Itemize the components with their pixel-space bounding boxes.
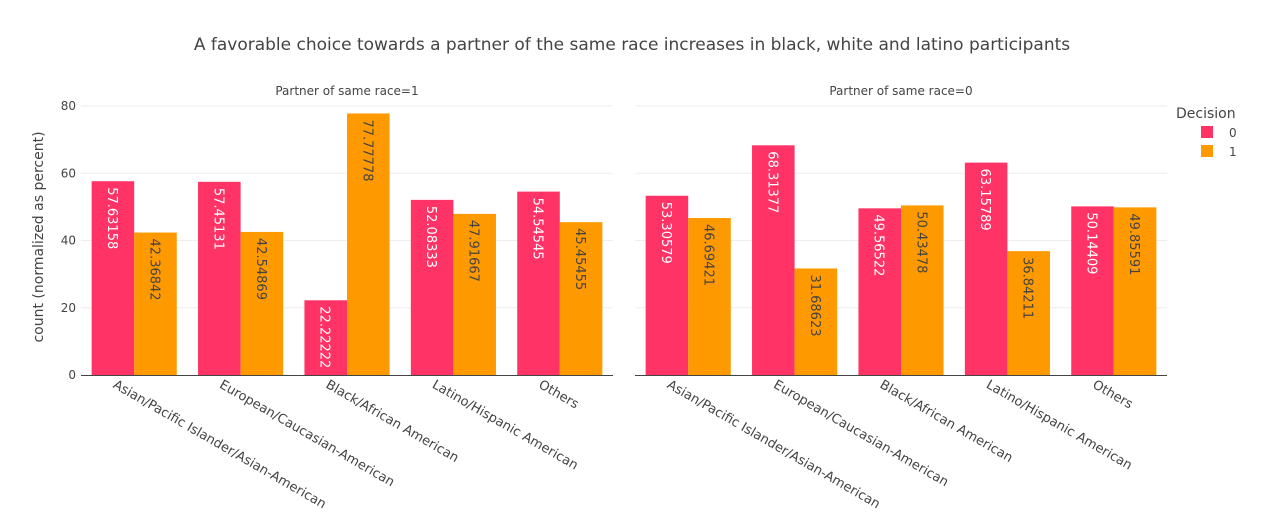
panel-subtitle: Partner of same race=0: [829, 84, 972, 98]
legend-label-1: 1: [1229, 145, 1237, 159]
bar: [1071, 206, 1114, 375]
data-label: 53.30579: [658, 202, 673, 264]
bar: [304, 300, 347, 375]
data-label: 36.84211: [1020, 257, 1035, 319]
y-tick-label: 20: [61, 301, 76, 315]
y-tick-label: 0: [68, 368, 76, 382]
data-label: 49.85591: [1126, 213, 1141, 275]
data-label: 68.31377: [764, 151, 779, 213]
bar: [453, 213, 496, 375]
data-label: 54.54545: [530, 198, 545, 260]
data-label: 42.36842: [146, 239, 161, 301]
bar: [347, 113, 390, 375]
x-tick-label: Others: [1090, 377, 1136, 412]
legend-title: Decision: [1176, 106, 1236, 122]
data-label: 31.68623: [807, 274, 822, 336]
y-tick-label: 60: [61, 166, 76, 180]
data-label: 22.22222: [317, 306, 332, 368]
data-label: 50.43478: [913, 211, 928, 273]
data-label: 77.77778: [359, 119, 374, 181]
x-tick-label: Others: [536, 377, 582, 412]
y-tick-label: 40: [61, 234, 76, 248]
data-labels-layer: 57.63158 57.45131 22.22222 52.08333 54.54545…: [104, 119, 1141, 368]
y-axis-label: count (normalized as percent): [31, 131, 47, 342]
bar: [559, 222, 603, 375]
data-label: 63.15789: [977, 169, 992, 231]
data-label: 45.45455: [572, 228, 587, 290]
x-tick-label: European/Caucasian-American: [217, 377, 397, 490]
bar: [410, 199, 454, 375]
chart-title: A favorable choice towards a partner of …: [194, 35, 1070, 55]
legend: Decision 0 1: [1176, 106, 1237, 159]
legend-label-0: 0: [1229, 126, 1237, 140]
bar: [858, 208, 901, 375]
bar: [1113, 207, 1157, 375]
data-label: 42.54869: [253, 238, 268, 300]
bar: [794, 268, 838, 375]
x-tick-label: European/Caucasian-American: [771, 377, 951, 490]
bar: [1007, 251, 1050, 375]
data-label: 47.91667: [466, 220, 481, 282]
bar: [198, 181, 241, 375]
bar: [240, 231, 284, 375]
x-tick-label: Asian/Pacific Islander/Asian-American: [110, 377, 328, 512]
legend-swatch-0: [1201, 126, 1213, 138]
bar: [901, 205, 944, 375]
bar: [517, 191, 560, 375]
data-label: 52.08333: [423, 206, 438, 268]
x-tick-label: Asian/Pacific Islander/Asian-American: [664, 377, 882, 512]
data-label: 57.45131: [210, 188, 225, 250]
data-label: 46.69421: [700, 224, 715, 286]
bar: [752, 145, 795, 375]
y-tick-label: 80: [61, 99, 76, 113]
data-label: 49.56522: [871, 214, 886, 276]
bar: [134, 232, 177, 375]
bar: [91, 181, 135, 375]
data-label: 57.63158: [104, 187, 119, 249]
bar: [688, 217, 731, 375]
data-label: 50.14409: [1084, 212, 1099, 274]
legend-swatch-1: [1201, 145, 1213, 157]
bars-layer: [91, 113, 1157, 375]
bar: [964, 162, 1008, 375]
panel-subtitle: Partner of same race=1: [275, 84, 418, 98]
bar: [645, 195, 689, 375]
